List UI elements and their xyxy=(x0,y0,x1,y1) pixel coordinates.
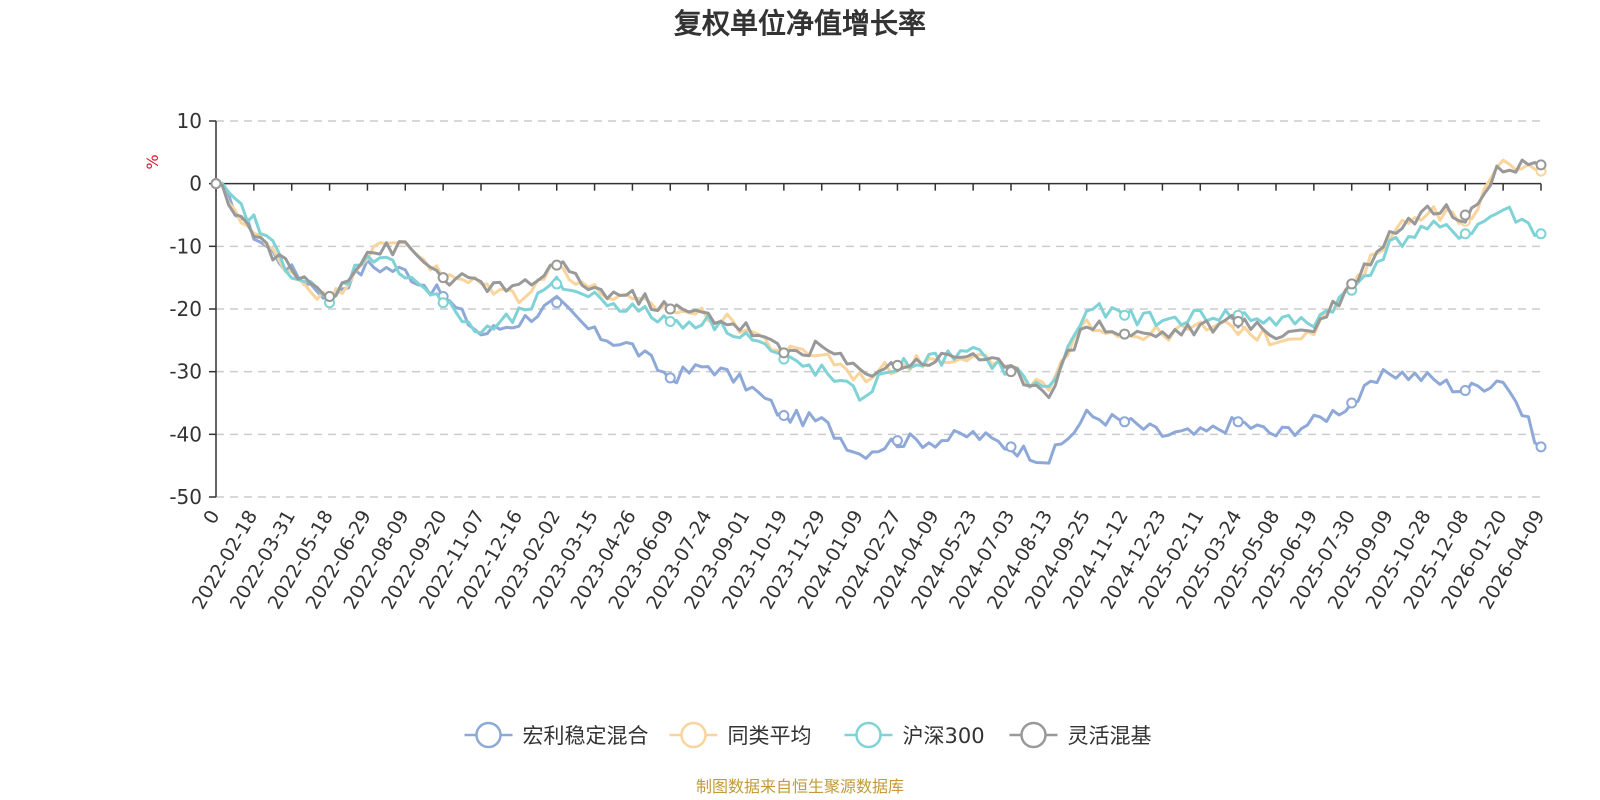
legend-marker xyxy=(680,721,707,749)
data-point xyxy=(1119,416,1131,428)
data-point xyxy=(1005,366,1017,378)
data-point xyxy=(324,290,336,302)
data-point xyxy=(551,278,563,290)
data-point xyxy=(1535,228,1547,240)
data-point xyxy=(664,316,676,328)
legend-label: 沪深300 xyxy=(903,724,985,748)
y-tick-label: 0 xyxy=(189,172,202,196)
data-point xyxy=(1005,441,1017,453)
chart-title: 复权单位净值增长率 xyxy=(674,7,926,40)
legend-item-2[interactable]: 同类平均 xyxy=(669,721,812,749)
data-point xyxy=(1459,384,1471,396)
legend-marker xyxy=(475,721,502,749)
x-tick-label: 0 xyxy=(199,507,224,528)
legend-item-1[interactable]: 宏利稳定混合 xyxy=(464,721,649,749)
y-tick-label: -50 xyxy=(169,485,202,509)
legend-label: 宏利稳定混合 xyxy=(523,724,649,748)
legend[interactable]: 宏利稳定混合 同类平均 沪深300 灵活混基 xyxy=(464,721,1152,749)
data-point xyxy=(778,347,790,359)
data-point xyxy=(1459,228,1471,240)
data-point xyxy=(1119,328,1131,340)
series-line-4 xyxy=(215,158,1542,400)
data-point xyxy=(1346,397,1358,409)
data-point xyxy=(1535,159,1547,171)
series-lines xyxy=(210,158,1547,465)
data-point xyxy=(891,359,903,371)
series-line-2 xyxy=(215,158,1542,392)
legend-item-3[interactable]: 沪深300 xyxy=(844,721,985,749)
data-point xyxy=(1535,441,1547,453)
grid xyxy=(216,120,1541,498)
data-point xyxy=(664,303,676,315)
data-point xyxy=(551,259,563,271)
y-tick-label: -40 xyxy=(169,422,202,446)
legend-item-4[interactable]: 灵活混基 xyxy=(1009,721,1152,749)
source-note: 制图数据来自恒生聚源数据库 xyxy=(696,777,904,796)
data-point xyxy=(891,435,903,447)
y-tick-label: -10 xyxy=(169,234,202,258)
legend-marker xyxy=(1020,721,1047,749)
legend-label: 同类平均 xyxy=(728,724,812,748)
y-tick-label: -30 xyxy=(169,360,202,384)
data-point xyxy=(1119,309,1131,321)
axes: 100-10-20-30-40-5002022-02-182022-03-312… xyxy=(169,109,1549,613)
y-axis-unit: % xyxy=(143,154,162,169)
data-point xyxy=(551,297,563,309)
data-point xyxy=(437,297,449,309)
y-tick-label: -20 xyxy=(169,297,202,321)
data-point xyxy=(1232,316,1244,328)
series-line-3 xyxy=(215,181,1542,402)
series-line-1 xyxy=(215,182,1542,465)
data-point xyxy=(1346,278,1358,290)
data-point xyxy=(778,410,790,422)
data-point xyxy=(437,272,449,284)
legend-marker xyxy=(855,721,882,749)
legend-label: 灵活混基 xyxy=(1068,724,1152,748)
data-point xyxy=(210,178,222,190)
data-point xyxy=(664,372,676,384)
data-point xyxy=(1232,416,1244,428)
data-point xyxy=(1459,209,1471,221)
y-tick-label: 10 xyxy=(177,109,202,133)
